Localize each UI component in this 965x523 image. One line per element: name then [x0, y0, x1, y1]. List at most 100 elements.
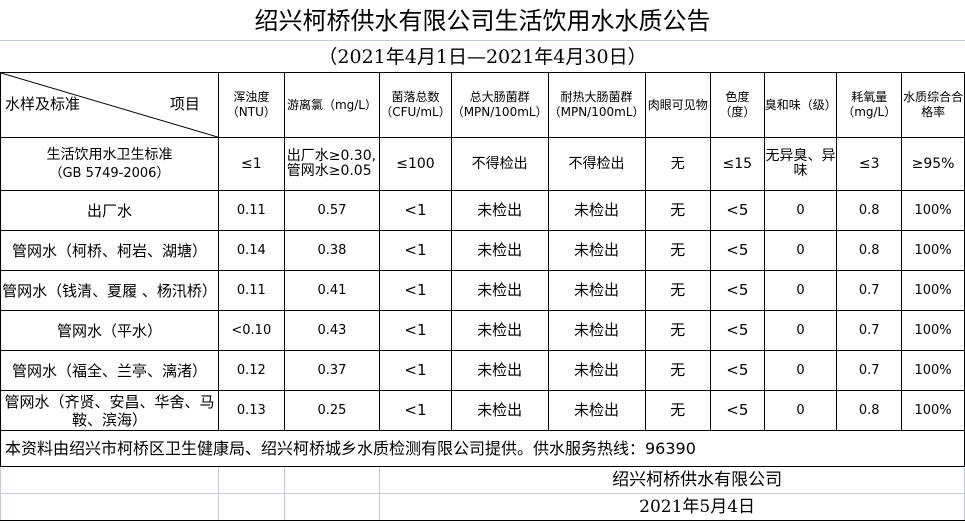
measurement-value: <5: [709, 270, 765, 311]
header-row: 水样及标准 项目 浑浊度（NTU） 游离氯（mg/L） 菌落总数（CFU/mL） 总大…: [0, 72, 965, 138]
measurement-value: 0.7: [836, 350, 903, 391]
corner-left-label: 水样及标准: [5, 95, 81, 113]
measurement-value: 无: [644, 270, 711, 311]
measurement-value: <5: [709, 310, 765, 351]
empty-cell: [283, 493, 381, 521]
standard-value: 出厂水≥0.30,管网水≥0.05: [283, 137, 381, 191]
measurement-value: 0.25: [283, 390, 381, 431]
measurement-value: 未检出: [547, 230, 646, 271]
standard-value: ≤1: [217, 137, 285, 191]
sample-name: 出厂水: [0, 190, 219, 231]
measurement-value: <5: [709, 390, 765, 431]
measurement-value: 0.38: [283, 230, 381, 271]
measurement-value: 0.11: [217, 270, 285, 311]
column-header: 浑浊度（NTU）: [217, 72, 285, 138]
measurement-value: 0.7: [836, 310, 903, 351]
corner-right-label: 项目: [169, 95, 200, 113]
column-header: 水质综合合格率: [901, 72, 965, 138]
column-header: 菌落总数（CFU/mL）: [379, 72, 452, 138]
measurement-value: 0.8: [836, 390, 903, 431]
column-header: 臭和味（级）: [763, 72, 838, 138]
measurement-value: <1: [379, 390, 452, 431]
sample-name: 管网水（齐贤、安昌、华舍、马鞍、滨海）: [0, 390, 219, 431]
measurement-value: 100%: [901, 270, 965, 311]
column-header: 游离氯（mg/L）: [283, 72, 381, 138]
table-row: 管网水（平水） <0.10 0.43 <1 未检出 未检出无 <5 0 0.7 100%: [0, 310, 965, 351]
measurement-value: 0.8: [836, 190, 903, 231]
measurement-value: 0: [763, 270, 838, 311]
measurement-value: 未检出: [450, 270, 549, 311]
measurement-value: <1: [379, 270, 452, 311]
measurement-value: 100%: [901, 230, 965, 271]
measurement-value: 0.37: [283, 350, 381, 391]
diagonal-line: [1, 73, 218, 137]
measurement-value: 未检出: [450, 190, 549, 231]
column-header: 耗氧量（mg/L）: [836, 72, 903, 138]
measurement-value: 未检出: [547, 190, 646, 231]
table-row: 管网水（齐贤、安昌、华舍、马鞍、滨海） 0.13 0.25 <1 未检出 未检出无 <5 0 0…: [0, 390, 965, 431]
sample-name: 管网水（钱清、夏履 、杨汛桥）: [0, 270, 219, 311]
empty-cell: [217, 466, 285, 494]
measurement-value: 未检出: [547, 270, 646, 311]
measurement-value: 无: [644, 190, 711, 231]
standard-value: 不得检出: [450, 137, 549, 191]
standard-value: ≤100: [379, 137, 452, 191]
measurement-value: 0: [763, 390, 838, 431]
measurement-value: <1: [379, 310, 452, 351]
standard-value: ≤3: [836, 137, 903, 191]
measurement-value: 未检出: [547, 310, 646, 351]
measurement-value: 0.57: [283, 190, 381, 231]
table-row: 出厂水 0.11 0.57 <1 未检出 未检出无 <5 0 0.8 100%: [0, 190, 965, 231]
sample-name: 管网水（柯桥、柯岩、湖塘）: [0, 230, 219, 271]
table-row: 管网水（福全、兰亭、漓渚） 0.12 0.37 <1 未检出 未检出无 <5 0 0.7 100%: [0, 350, 965, 391]
column-header: 肉眼可见物: [644, 72, 711, 138]
column-header: 总大肠菌群（MPN/100mL）: [450, 72, 549, 138]
standard-value: 不得检出: [547, 137, 646, 191]
measurement-value: 0.8: [836, 230, 903, 271]
standard-name: 生活饮用水卫生标准 （GB 5749-2006）: [0, 137, 219, 191]
sample-name: 管网水（福全、兰亭、漓渚）: [0, 350, 219, 391]
column-header: 耐热大肠菌群（MPN/100mL）: [547, 72, 646, 138]
empty-cell: [217, 493, 285, 521]
measurement-value: 0.14: [217, 230, 285, 271]
column-header: 色度（度）: [709, 72, 765, 138]
source-note: 本资料由绍兴市柯桥区卫生健康局、绍兴柯桥城乡水质检测有限公司提供。供水服务热线：…: [0, 430, 965, 467]
standard-value: ≤15: [709, 137, 765, 191]
measurement-value: 0: [763, 230, 838, 271]
corner-header: 水样及标准 项目: [0, 72, 219, 138]
measurement-value: 100%: [901, 390, 965, 431]
measurement-value: <1: [379, 230, 452, 271]
measurement-value: 0: [763, 310, 838, 351]
empty-cell: [0, 466, 219, 494]
empty-cell: [0, 493, 219, 521]
measurement-value: 0.41: [283, 270, 381, 311]
measurement-value: 无: [644, 390, 711, 431]
measurement-value: 100%: [901, 190, 965, 231]
measurement-value: <0.10: [217, 310, 285, 351]
measurement-value: 0.43: [283, 310, 381, 351]
measurement-value: 未检出: [450, 310, 549, 351]
measurement-value: 0: [763, 190, 838, 231]
measurement-value: 未检出: [450, 390, 549, 431]
measurement-value: <5: [709, 230, 765, 271]
measurement-value: 无: [644, 350, 711, 391]
page-title: 绍兴柯桥供水有限公司生活饮用水水质公告: [0, 0, 965, 41]
measurement-value: 100%: [901, 350, 965, 391]
measurement-value: 0: [763, 350, 838, 391]
measurement-value: 未检出: [547, 350, 646, 391]
measurement-value: 0.7: [836, 270, 903, 311]
issuer-company: 绍兴柯桥供水有限公司: [379, 466, 965, 494]
measurement-value: 未检出: [547, 390, 646, 431]
standard-row: 生活饮用水卫生标准 （GB 5749-2006） ≤1 出厂水≥0.30,管网水≥…: [0, 137, 965, 191]
measurement-value: 0.12: [217, 350, 285, 391]
measurement-value: 未检出: [450, 350, 549, 391]
sample-name: 管网水（平水）: [0, 310, 219, 351]
standard-value: 无异臭、异味: [763, 137, 838, 191]
report-period: （2021年4月1日—2021年4月30日）: [318, 46, 647, 68]
issue-date: 2021年5月4日: [379, 493, 965, 521]
measurement-value: 0.11: [217, 190, 285, 231]
water-quality-table: 水样及标准 项目 浑浊度（NTU） 游离氯（mg/L） 菌落总数（CFU/mL） 总大…: [0, 72, 965, 521]
measurement-value: 无: [644, 310, 711, 351]
table-row: 管网水（钱清、夏履 、杨汛桥） 0.11 0.41 <1 未检出 未检出无 <5 0 0.7 10…: [0, 270, 965, 311]
measurement-value: 未检出: [450, 230, 549, 271]
